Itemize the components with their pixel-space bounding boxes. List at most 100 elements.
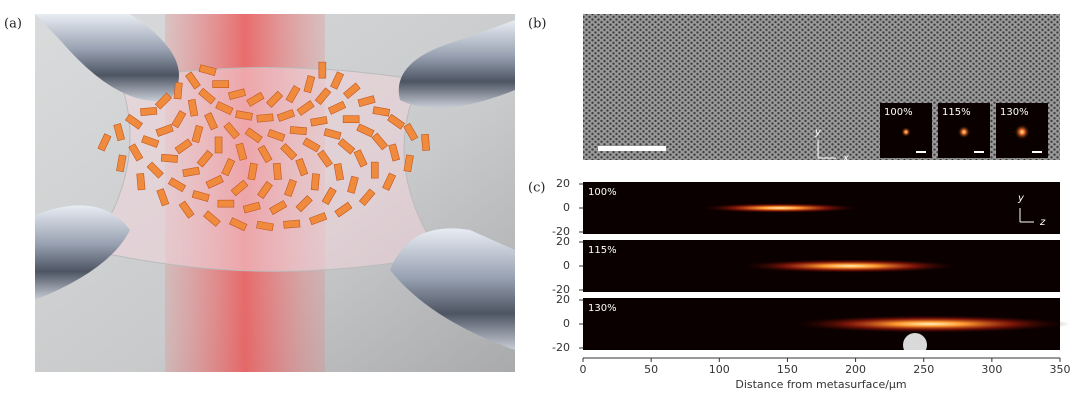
metasurface (97, 61, 431, 232)
nanobrick (280, 143, 298, 161)
nanobrick (146, 161, 164, 179)
nanobrick (154, 92, 172, 110)
nanobrick (333, 163, 345, 181)
y-tick-label: 0 (563, 317, 570, 330)
nanobrick (382, 172, 397, 191)
nanobrick (318, 61, 327, 79)
nanobrick (356, 123, 375, 138)
nanobrick (198, 64, 217, 76)
nanobrick (185, 71, 201, 90)
nanobrick (321, 186, 337, 206)
nanobrick (156, 188, 170, 207)
strip-label: 100% (588, 187, 617, 198)
nanobrick (371, 132, 389, 151)
nanobrick (317, 149, 333, 168)
nanobrick (140, 106, 158, 116)
nanobrick (174, 138, 193, 155)
nanobrick (372, 106, 391, 117)
inset-label: 100% (884, 107, 913, 118)
panel-label: (a) (4, 17, 22, 32)
nanobrick (347, 175, 359, 194)
nanobrick (205, 174, 224, 189)
nanobrick (403, 154, 414, 173)
strip-label: 130% (588, 303, 617, 314)
nanobrick (97, 133, 112, 152)
x-ticks: 0 50 100 150 200 250 300 350 (580, 358, 1071, 376)
axis-label: y (814, 127, 822, 138)
nanobrick (155, 123, 174, 137)
gripper (398, 20, 515, 108)
nanobrick (173, 82, 183, 100)
scale-bar (1032, 151, 1042, 153)
nanobrick (256, 113, 274, 123)
nanobrick (141, 135, 160, 148)
nanobrick (191, 124, 204, 143)
y-tick-label: -20 (552, 225, 570, 238)
nanobrick (289, 126, 307, 136)
gripper (35, 14, 179, 102)
nanobrick (235, 110, 253, 121)
x-tick-label: 50 (644, 363, 658, 376)
scale-bar (974, 151, 984, 153)
nanobrick (342, 115, 360, 123)
nanobrick (128, 143, 144, 162)
focus (700, 203, 860, 213)
gripper (35, 205, 130, 300)
axis-label: x (842, 153, 849, 164)
x-tick-label: 200 (845, 363, 866, 376)
nanobrick (214, 136, 223, 154)
y-tick-label: 0 (563, 259, 570, 272)
nanobrick (217, 199, 235, 208)
focal-spot (957, 125, 971, 139)
nanobrick (223, 121, 240, 140)
x-axis-label: Distance from metasurface/μm (735, 378, 906, 391)
nanobrick (358, 188, 376, 207)
nanobrick (266, 90, 284, 108)
nanobrick (230, 179, 249, 197)
watermark-icon (903, 333, 927, 357)
nanobrick (284, 178, 297, 198)
nanobrick (198, 87, 216, 105)
nanobrick (267, 128, 286, 142)
nanobrick (421, 133, 431, 152)
nanobrick (187, 98, 199, 117)
nanobrick (337, 138, 356, 155)
nanobrick (388, 143, 401, 162)
nanobrick (196, 149, 214, 168)
nanobrick (244, 127, 263, 144)
nanobrick (276, 109, 296, 122)
nanobrick (272, 162, 282, 181)
focal-spot (1014, 124, 1030, 140)
nanobrick (303, 75, 316, 94)
nanobrick (285, 85, 301, 104)
nanobrick (323, 128, 342, 140)
nanobrick (235, 142, 248, 161)
panel-label: (b) (528, 17, 546, 32)
y-tick-label: -20 (552, 283, 570, 296)
y-tick-label: 20 (556, 235, 570, 248)
y-tick-label: -20 (552, 341, 570, 354)
nanobrick (257, 181, 273, 199)
nanobrick (113, 123, 126, 142)
nanobrick (330, 71, 345, 90)
nanobrick (116, 154, 127, 173)
nanobrick (269, 200, 288, 215)
nanobrick (212, 80, 229, 88)
x-tick-label: 250 (913, 363, 934, 376)
x-tick-label: 0 (580, 363, 587, 376)
nanobrick (124, 113, 143, 130)
nanobrick (247, 162, 258, 181)
panel-label: (c) (528, 181, 545, 196)
nanobrick (295, 195, 313, 213)
y-tick-label: 20 (556, 293, 570, 306)
focal-spot (901, 127, 911, 137)
nanobrick (171, 110, 187, 129)
nanobrick (228, 88, 247, 100)
nanobrick (167, 177, 187, 193)
nanobrick (310, 173, 320, 191)
nanobrick (343, 82, 361, 100)
nanobrick (215, 101, 234, 116)
nanobrick (283, 219, 301, 229)
nanobrick (387, 113, 406, 130)
